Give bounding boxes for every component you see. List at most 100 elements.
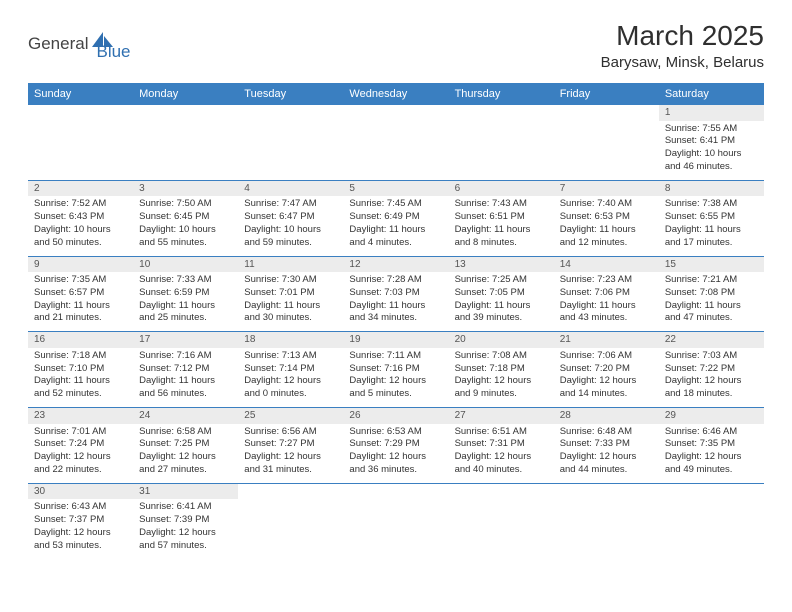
- cell-day2: and 34 minutes.: [349, 312, 442, 325]
- day-number: 26: [343, 408, 448, 424]
- cell-day2: and 49 minutes.: [665, 464, 758, 477]
- cell-sunrise: Sunrise: 7:01 AM: [34, 426, 127, 439]
- cell-day1: Daylight: 12 hours: [244, 375, 337, 388]
- day-header: Sunday: [28, 83, 133, 105]
- cell-day1: Daylight: 11 hours: [139, 375, 232, 388]
- cell-day1: Daylight: 12 hours: [34, 451, 127, 464]
- day-header: Monday: [133, 83, 238, 105]
- cell-sunset: Sunset: 7:14 PM: [244, 363, 337, 376]
- cell-sunset: Sunset: 7:37 PM: [34, 514, 127, 527]
- cell-sunrise: Sunrise: 7:21 AM: [665, 274, 758, 287]
- cell-sunset: Sunset: 7:31 PM: [455, 438, 548, 451]
- cell-day2: and 0 minutes.: [244, 388, 337, 401]
- cell-day1: Daylight: 11 hours: [34, 375, 127, 388]
- calendar-cell: 13Sunrise: 7:25 AMSunset: 7:05 PMDayligh…: [449, 256, 554, 332]
- cell-sunrise: Sunrise: 7:30 AM: [244, 274, 337, 287]
- calendar-cell: [659, 483, 764, 558]
- cell-day2: and 9 minutes.: [455, 388, 548, 401]
- location: Barysaw, Minsk, Belarus: [601, 54, 764, 71]
- calendar-cell: 30Sunrise: 6:43 AMSunset: 7:37 PMDayligh…: [28, 483, 133, 558]
- calendar-cell: 16Sunrise: 7:18 AMSunset: 7:10 PMDayligh…: [28, 332, 133, 408]
- cell-day1: Daylight: 12 hours: [665, 375, 758, 388]
- cell-day1: Daylight: 12 hours: [455, 451, 548, 464]
- cell-day2: and 17 minutes.: [665, 237, 758, 250]
- cell-sunrise: Sunrise: 6:46 AM: [665, 426, 758, 439]
- cell-day1: Daylight: 11 hours: [34, 300, 127, 313]
- cell-sunrise: Sunrise: 7:23 AM: [560, 274, 653, 287]
- calendar-cell: [133, 105, 238, 180]
- cell-sunrise: Sunrise: 6:41 AM: [139, 501, 232, 514]
- cell-day1: Daylight: 12 hours: [34, 527, 127, 540]
- calendar-cell: 14Sunrise: 7:23 AMSunset: 7:06 PMDayligh…: [554, 256, 659, 332]
- cell-sunset: Sunset: 6:53 PM: [560, 211, 653, 224]
- calendar-cell: [554, 483, 659, 558]
- cell-sunrise: Sunrise: 7:06 AM: [560, 350, 653, 363]
- cell-sunset: Sunset: 7:08 PM: [665, 287, 758, 300]
- logo-text-general: General: [28, 34, 88, 54]
- cell-sunset: Sunset: 7:20 PM: [560, 363, 653, 376]
- cell-sunset: Sunset: 6:49 PM: [349, 211, 442, 224]
- day-number: 16: [28, 332, 133, 348]
- day-header: Tuesday: [238, 83, 343, 105]
- day-number: 21: [554, 332, 659, 348]
- cell-sunset: Sunset: 6:57 PM: [34, 287, 127, 300]
- cell-sunrise: Sunrise: 7:40 AM: [560, 198, 653, 211]
- day-number: 12: [343, 257, 448, 273]
- cell-sunset: Sunset: 7:24 PM: [34, 438, 127, 451]
- calendar-cell: 27Sunrise: 6:51 AMSunset: 7:31 PMDayligh…: [449, 408, 554, 484]
- day-header: Thursday: [449, 83, 554, 105]
- calendar-cell: 18Sunrise: 7:13 AMSunset: 7:14 PMDayligh…: [238, 332, 343, 408]
- calendar-row: 16Sunrise: 7:18 AMSunset: 7:10 PMDayligh…: [28, 332, 764, 408]
- calendar-cell: 5Sunrise: 7:45 AMSunset: 6:49 PMDaylight…: [343, 180, 448, 256]
- cell-sunset: Sunset: 6:47 PM: [244, 211, 337, 224]
- cell-day2: and 25 minutes.: [139, 312, 232, 325]
- calendar-cell: [238, 483, 343, 558]
- calendar-row: 9Sunrise: 7:35 AMSunset: 6:57 PMDaylight…: [28, 256, 764, 332]
- cell-day1: Daylight: 12 hours: [139, 527, 232, 540]
- calendar-row: 30Sunrise: 6:43 AMSunset: 7:37 PMDayligh…: [28, 483, 764, 558]
- cell-sunset: Sunset: 7:29 PM: [349, 438, 442, 451]
- calendar-cell: [28, 105, 133, 180]
- calendar-cell: 9Sunrise: 7:35 AMSunset: 6:57 PMDaylight…: [28, 256, 133, 332]
- day-number: 14: [554, 257, 659, 273]
- cell-sunrise: Sunrise: 7:50 AM: [139, 198, 232, 211]
- cell-day2: and 59 minutes.: [244, 237, 337, 250]
- cell-sunset: Sunset: 6:43 PM: [34, 211, 127, 224]
- cell-sunset: Sunset: 7:33 PM: [560, 438, 653, 451]
- cell-day1: Daylight: 11 hours: [665, 224, 758, 237]
- cell-day1: Daylight: 10 hours: [34, 224, 127, 237]
- day-number: 29: [659, 408, 764, 424]
- cell-day2: and 27 minutes.: [139, 464, 232, 477]
- cell-day2: and 46 minutes.: [665, 161, 758, 174]
- cell-sunrise: Sunrise: 7:13 AM: [244, 350, 337, 363]
- calendar-cell: 11Sunrise: 7:30 AMSunset: 7:01 PMDayligh…: [238, 256, 343, 332]
- calendar-cell: [449, 105, 554, 180]
- calendar-cell: 12Sunrise: 7:28 AMSunset: 7:03 PMDayligh…: [343, 256, 448, 332]
- cell-sunrise: Sunrise: 7:18 AM: [34, 350, 127, 363]
- cell-sunset: Sunset: 6:45 PM: [139, 211, 232, 224]
- calendar-cell: 4Sunrise: 7:47 AMSunset: 6:47 PMDaylight…: [238, 180, 343, 256]
- calendar-row: 2Sunrise: 7:52 AMSunset: 6:43 PMDaylight…: [28, 180, 764, 256]
- cell-day2: and 21 minutes.: [34, 312, 127, 325]
- cell-sunset: Sunset: 7:12 PM: [139, 363, 232, 376]
- cell-sunrise: Sunrise: 7:03 AM: [665, 350, 758, 363]
- calendar-table: Sunday Monday Tuesday Wednesday Thursday…: [28, 83, 764, 559]
- cell-day1: Daylight: 12 hours: [244, 451, 337, 464]
- cell-sunset: Sunset: 6:59 PM: [139, 287, 232, 300]
- logo-text-blue: Blue: [96, 42, 130, 62]
- cell-sunset: Sunset: 6:55 PM: [665, 211, 758, 224]
- cell-sunrise: Sunrise: 7:47 AM: [244, 198, 337, 211]
- calendar-cell: [554, 105, 659, 180]
- day-number: 19: [343, 332, 448, 348]
- cell-sunrise: Sunrise: 7:08 AM: [455, 350, 548, 363]
- day-number: 28: [554, 408, 659, 424]
- day-number: 5: [343, 181, 448, 197]
- calendar-cell: 24Sunrise: 6:58 AMSunset: 7:25 PMDayligh…: [133, 408, 238, 484]
- cell-day1: Daylight: 12 hours: [665, 451, 758, 464]
- month-title: March 2025: [601, 20, 764, 52]
- cell-day2: and 36 minutes.: [349, 464, 442, 477]
- calendar-cell: [449, 483, 554, 558]
- cell-day2: and 39 minutes.: [455, 312, 548, 325]
- calendar-cell: 19Sunrise: 7:11 AMSunset: 7:16 PMDayligh…: [343, 332, 448, 408]
- cell-day1: Daylight: 12 hours: [560, 375, 653, 388]
